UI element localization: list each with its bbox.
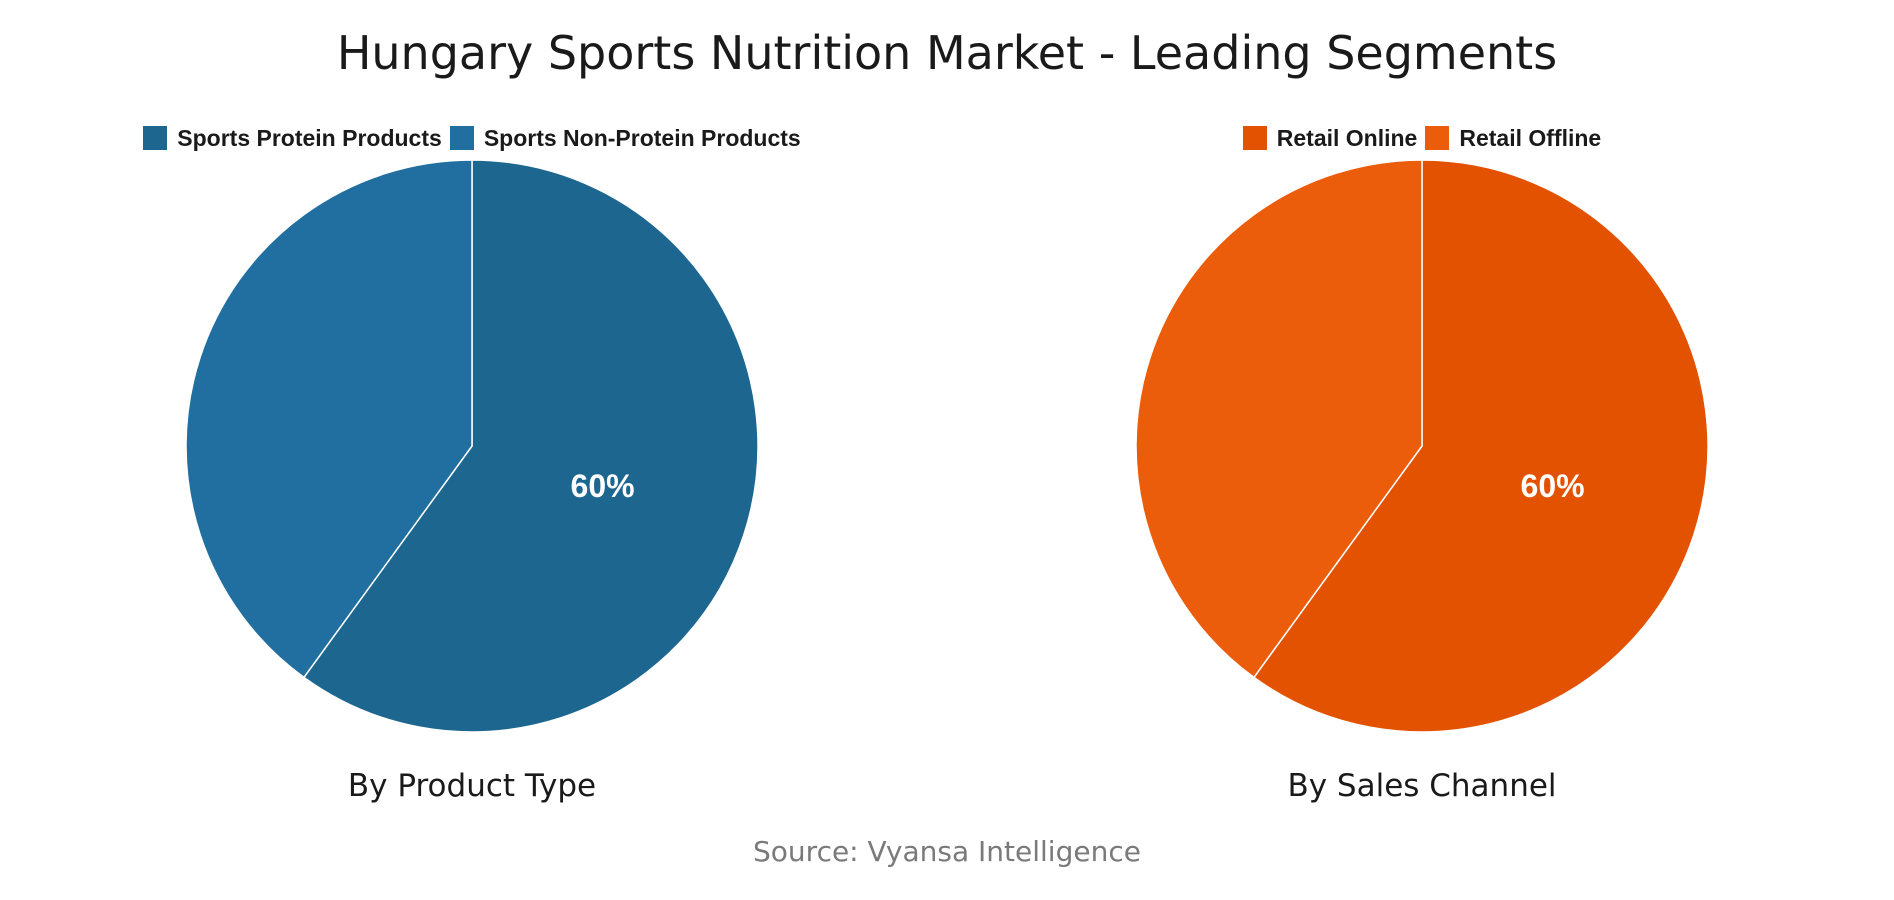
legend-item-retail-online: Retail Online (1242, 124, 1418, 152)
chart-title: Hungary Sports Nutrition Market - Leadin… (336, 26, 1558, 80)
pie-label-retail-online: 60% (1521, 468, 1585, 504)
pie-slice-retail-offline (1135, 159, 1423, 679)
sales-channel-panel: Retail Online Retail Offline 60% By Sale… (972, 118, 1872, 818)
legend-item-retail-offline: Retail Offline (1425, 125, 1601, 152)
legend-item-sports-protein: Sports Protein Products (143, 125, 442, 152)
product-type-caption: By Product Type (347, 768, 597, 804)
sales-channel-legend: Retail Online Retail Offline (972, 118, 1872, 158)
legend-swatch-sports-protein (143, 126, 168, 150)
legend-item-sports-non-protein: Sports Non-Protein Products (449, 124, 801, 152)
product-type-panel: Sports Protein Products Sports Non-Prote… (22, 118, 922, 818)
legend-swatch-retail-offline (1425, 126, 1450, 150)
pie-slice-retail-online (1253, 159, 1709, 733)
pie-slice-sports-protein-products (303, 159, 759, 733)
legend-label-sports-non-protein: Sports Non-Protein Products (483, 124, 801, 151)
legend-label-retail-offline: Retail Offline (1459, 124, 1602, 151)
legend-label-sports-protein: Sports Protein Products (177, 124, 442, 151)
legend-label-retail-online: Retail Online (1276, 124, 1418, 151)
legend-swatch-sports-non-protein (449, 126, 474, 150)
sales-channel-caption: By Sales Channel (1287, 768, 1557, 804)
pie-slice-sports-non-protein-products (185, 159, 473, 679)
legend-swatch-retail-online (1242, 126, 1267, 150)
sales-channel-pie: 60% (1135, 159, 1709, 733)
pie-label-sports-protein-products: 60% (571, 468, 635, 504)
source-note: Source: Vyansa Intelligence (753, 835, 1141, 868)
product-type-pie: 60% (185, 159, 759, 733)
product-type-legend: Sports Protein Products Sports Non-Prote… (22, 118, 922, 158)
